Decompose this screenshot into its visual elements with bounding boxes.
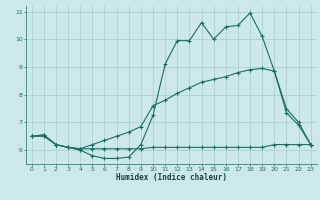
X-axis label: Humidex (Indice chaleur): Humidex (Indice chaleur) [116,173,227,182]
